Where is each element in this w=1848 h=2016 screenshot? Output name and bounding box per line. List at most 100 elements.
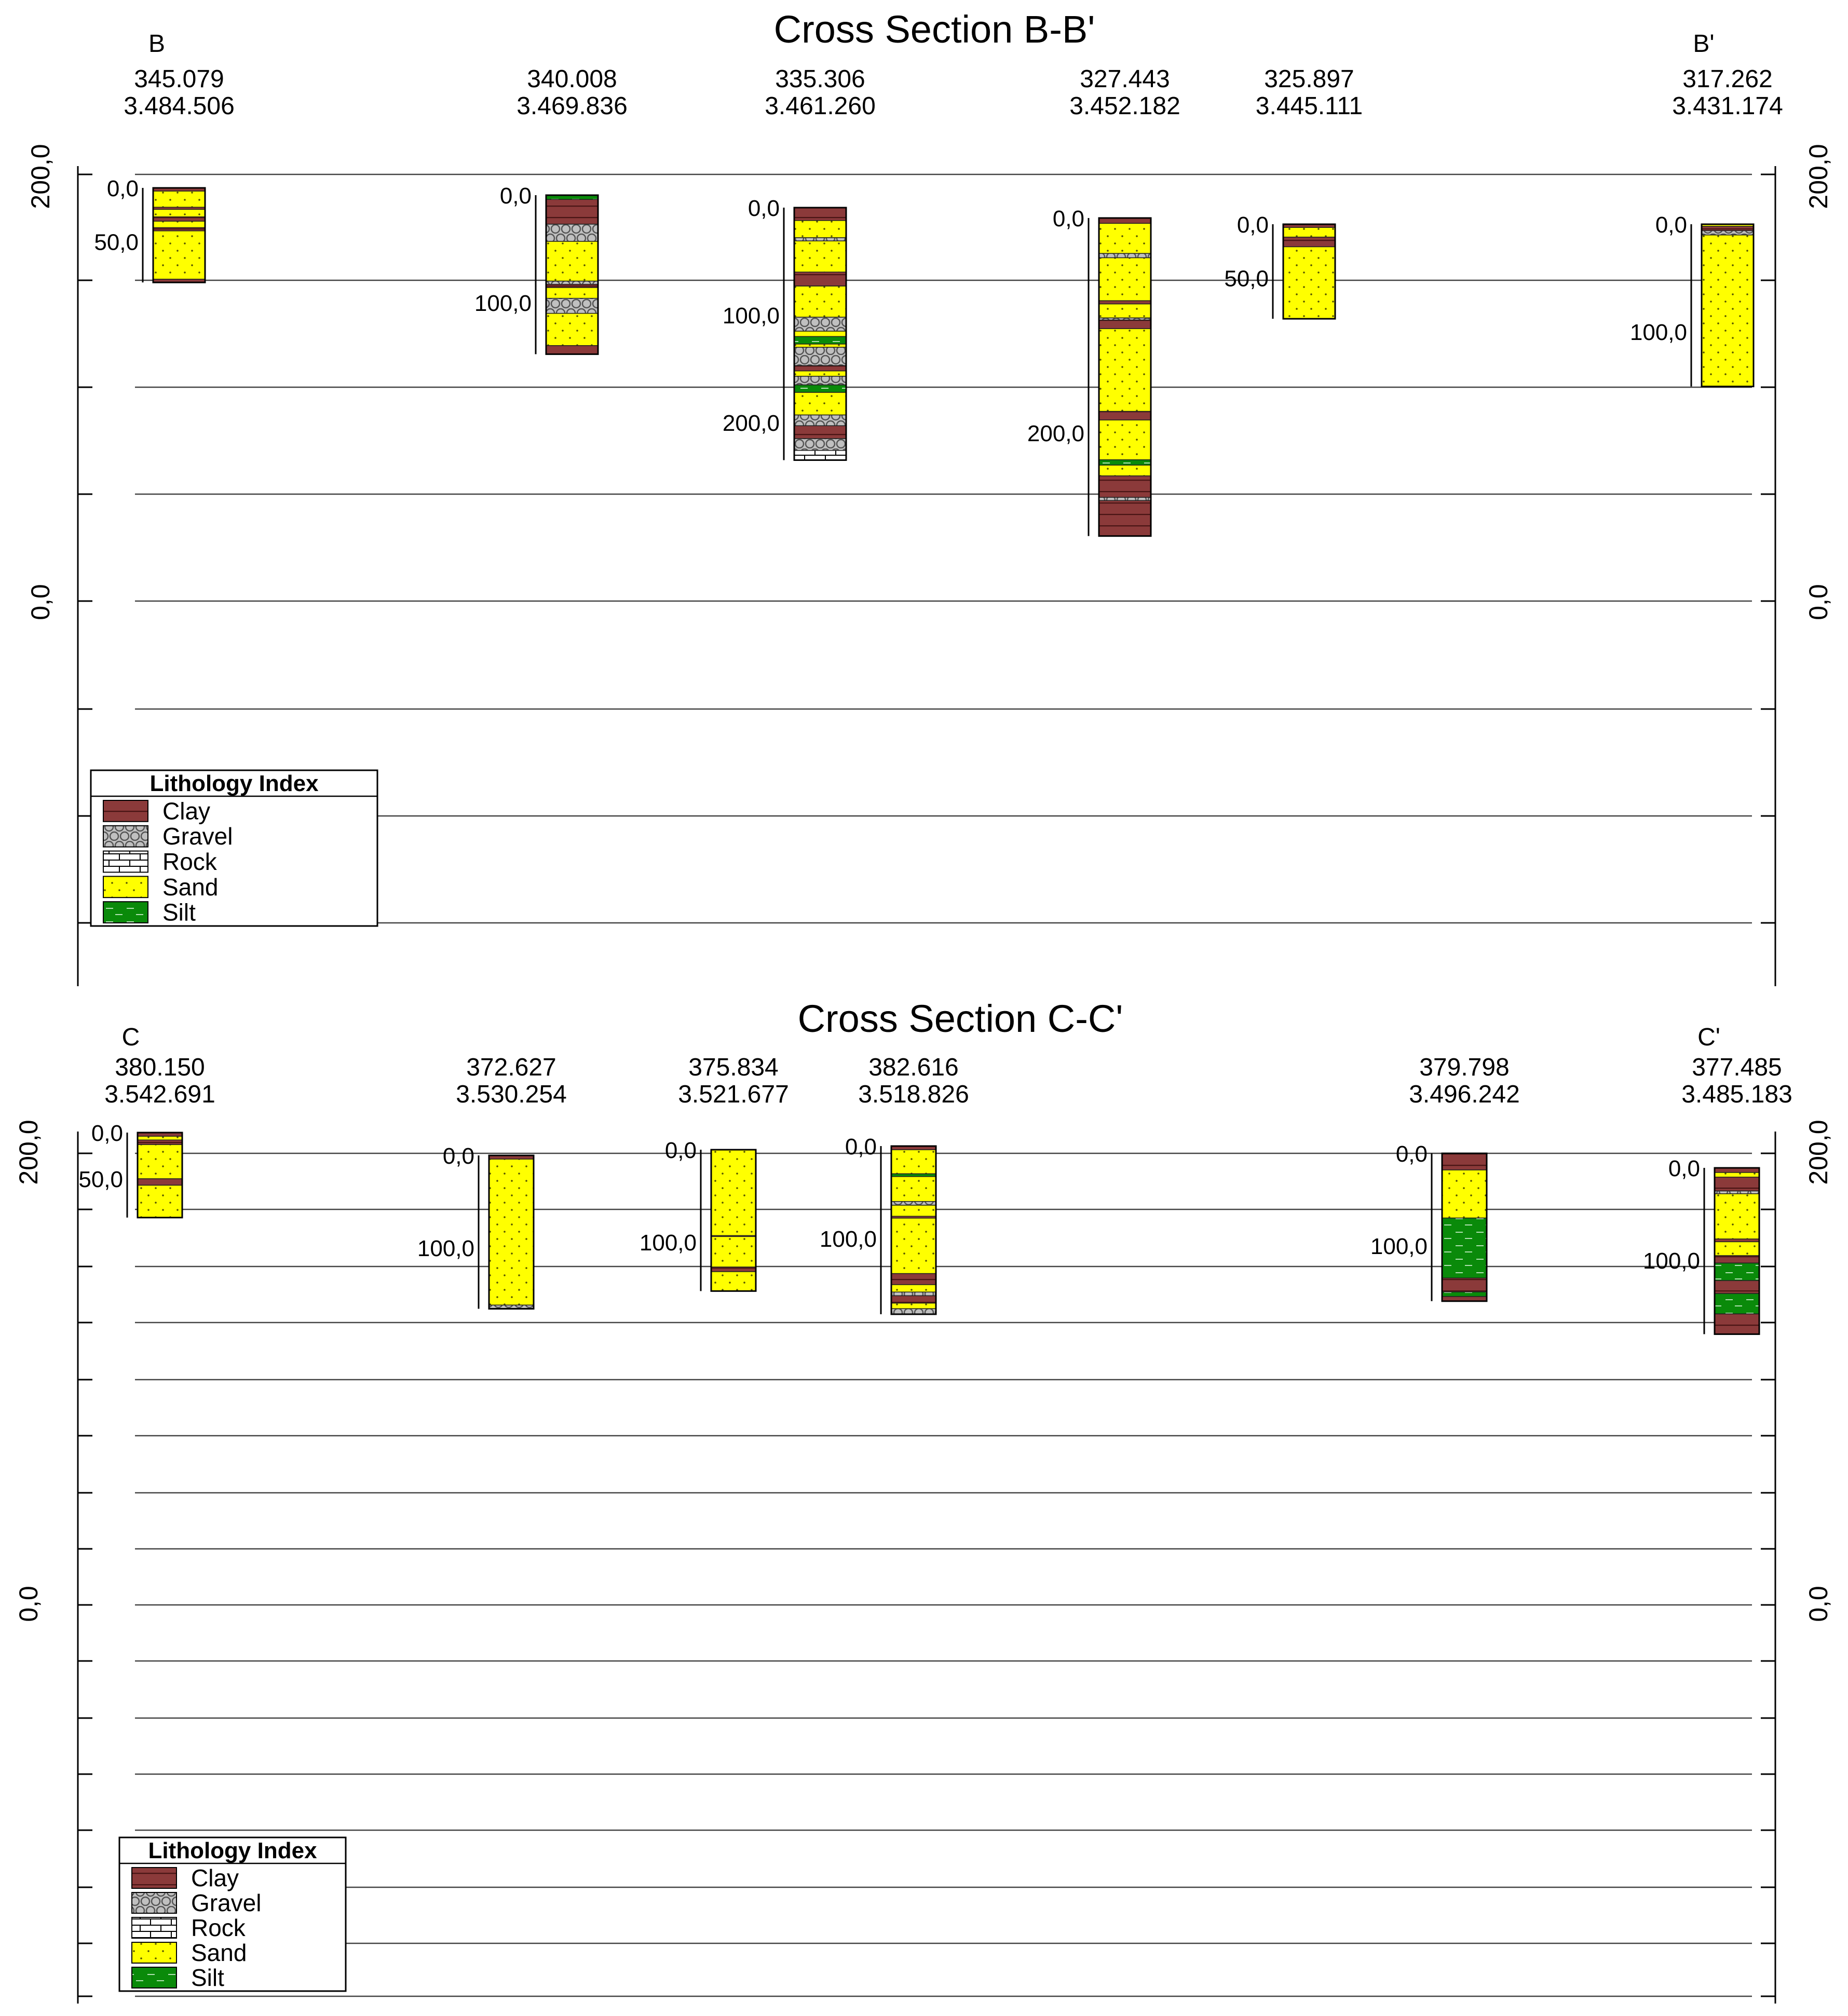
- cross-section-bb: Cross Section B-B' B B' 200,0 0,0 200,0 …: [26, 8, 1833, 986]
- layer-sand: [1283, 227, 1336, 238]
- borehole-outline: [137, 1132, 183, 1219]
- borehole-outline: [1098, 217, 1152, 537]
- layer-clay: [1098, 217, 1151, 224]
- layer-sand: [1098, 465, 1151, 476]
- left-axis-label-top: 200,0: [14, 1120, 43, 1184]
- layer-gravel: [891, 1201, 936, 1206]
- borehole-coord-y: 3.518.826: [858, 1081, 969, 1108]
- depth-label: 0,0: [665, 1138, 697, 1163]
- layer-gravel: [794, 317, 847, 332]
- layer-clay: [1098, 411, 1151, 420]
- depth-label: 0,0: [1655, 212, 1687, 238]
- depth-label: 100,0: [640, 1230, 697, 1256]
- layer-sand: [891, 1284, 936, 1292]
- layer-clay: [1098, 319, 1151, 329]
- layer-sand: [1714, 1193, 1760, 1239]
- layer-gravel: [1714, 1190, 1760, 1194]
- legend-item-label: Sand: [191, 1939, 247, 1966]
- layer-sand: [546, 287, 599, 299]
- layer-sand: [711, 1271, 756, 1292]
- layer-clay: [546, 199, 599, 225]
- borehole-outline: [545, 194, 599, 355]
- layer-sand: [137, 1136, 183, 1140]
- depth-label: 100,0: [417, 1236, 474, 1261]
- borehole-coord-x: 345.079: [134, 65, 224, 93]
- layer-sand: [711, 1149, 756, 1236]
- borehole-coord-x: 327.443: [1080, 65, 1170, 93]
- layer-sand: [891, 1176, 936, 1202]
- layer-sand: [153, 190, 206, 208]
- layer-clay: [1714, 1177, 1760, 1192]
- borehole-coord-y: 3.484.506: [124, 92, 235, 120]
- depth-label: 100,0: [1643, 1248, 1700, 1274]
- borehole-outline: [793, 207, 847, 461]
- layer-clay: [137, 1178, 183, 1186]
- borehole-coord-x: 380.150: [115, 1054, 205, 1081]
- legend-item-label: Rock: [191, 1914, 246, 1941]
- section-end-label: C': [1697, 1024, 1720, 1051]
- depth-label: 0,0: [1237, 212, 1269, 238]
- borehole-coord-y: 3.521.677: [678, 1081, 789, 1108]
- layer-rock: [794, 450, 847, 461]
- borehole-coord-x: 317.262: [1682, 65, 1773, 93]
- depth-label: 0,0: [443, 1143, 474, 1169]
- depth-label: 0,0: [845, 1134, 877, 1160]
- layer-sand: [137, 1184, 183, 1218]
- borehole-coord-y: 3.445.111: [1256, 92, 1363, 120]
- layer-gravel: [546, 280, 599, 285]
- layer-clay: [153, 227, 206, 231]
- depth-label: 200,0: [723, 411, 780, 436]
- layer-sand: [794, 331, 847, 337]
- borehole-coord-y: 3.485.183: [1681, 1081, 1792, 1108]
- depth-label: 200,0: [1027, 421, 1084, 446]
- layer-gravel: [546, 297, 599, 314]
- borehole-coord-y: 3.530.254: [456, 1081, 567, 1108]
- brick-icon: [131, 1917, 177, 1939]
- layer-sand: [1098, 223, 1151, 254]
- legend-item-label: Clay: [162, 797, 210, 824]
- layer-sand: [1714, 1172, 1760, 1178]
- layer-clay: [546, 284, 599, 288]
- layer-sand: [794, 370, 847, 377]
- layer-sand: [546, 241, 599, 282]
- borehole-coord-y: 3.431.174: [1672, 92, 1783, 120]
- layer-clay: [1442, 1277, 1487, 1292]
- layer-sand: [794, 285, 847, 318]
- layer-clay: [1442, 1153, 1487, 1170]
- borehole-coord-x: 375.834: [688, 1054, 779, 1081]
- borehole-coord-x: 377.485: [1692, 1054, 1782, 1081]
- depth-label: 0,0: [1053, 206, 1084, 231]
- layer-sand: [891, 1149, 936, 1175]
- borehole-outline: [152, 187, 206, 283]
- layer-sand: [153, 230, 206, 280]
- depth-label: 50,0: [1224, 266, 1269, 292]
- layer-sand: [1098, 328, 1151, 412]
- layer-clay: [153, 216, 206, 222]
- legend-item-label: Gravel: [162, 823, 233, 850]
- section-title: Cross Section B-B': [774, 8, 1095, 51]
- layer-clay: [1714, 1255, 1760, 1264]
- layer-gravel: [794, 237, 847, 241]
- layer-clay: [1714, 1238, 1760, 1243]
- depth-label: 100,0: [1370, 1234, 1428, 1259]
- borehole-outline: [710, 1149, 757, 1292]
- depth-label: 0,0: [91, 1121, 123, 1146]
- layer-sand: [1098, 257, 1151, 302]
- layer-clay: [1098, 300, 1151, 305]
- layer-gravel: [794, 438, 847, 451]
- borehole-outline: [1714, 1167, 1760, 1335]
- layer-sand: [153, 209, 206, 217]
- layer-sand: [1701, 234, 1754, 387]
- layer-gravel: [891, 1308, 936, 1315]
- layer-sand: [794, 344, 847, 348]
- legend-item-label: Sand: [162, 874, 218, 901]
- borehole-outline: [488, 1154, 535, 1310]
- layer-gravel: [794, 347, 847, 366]
